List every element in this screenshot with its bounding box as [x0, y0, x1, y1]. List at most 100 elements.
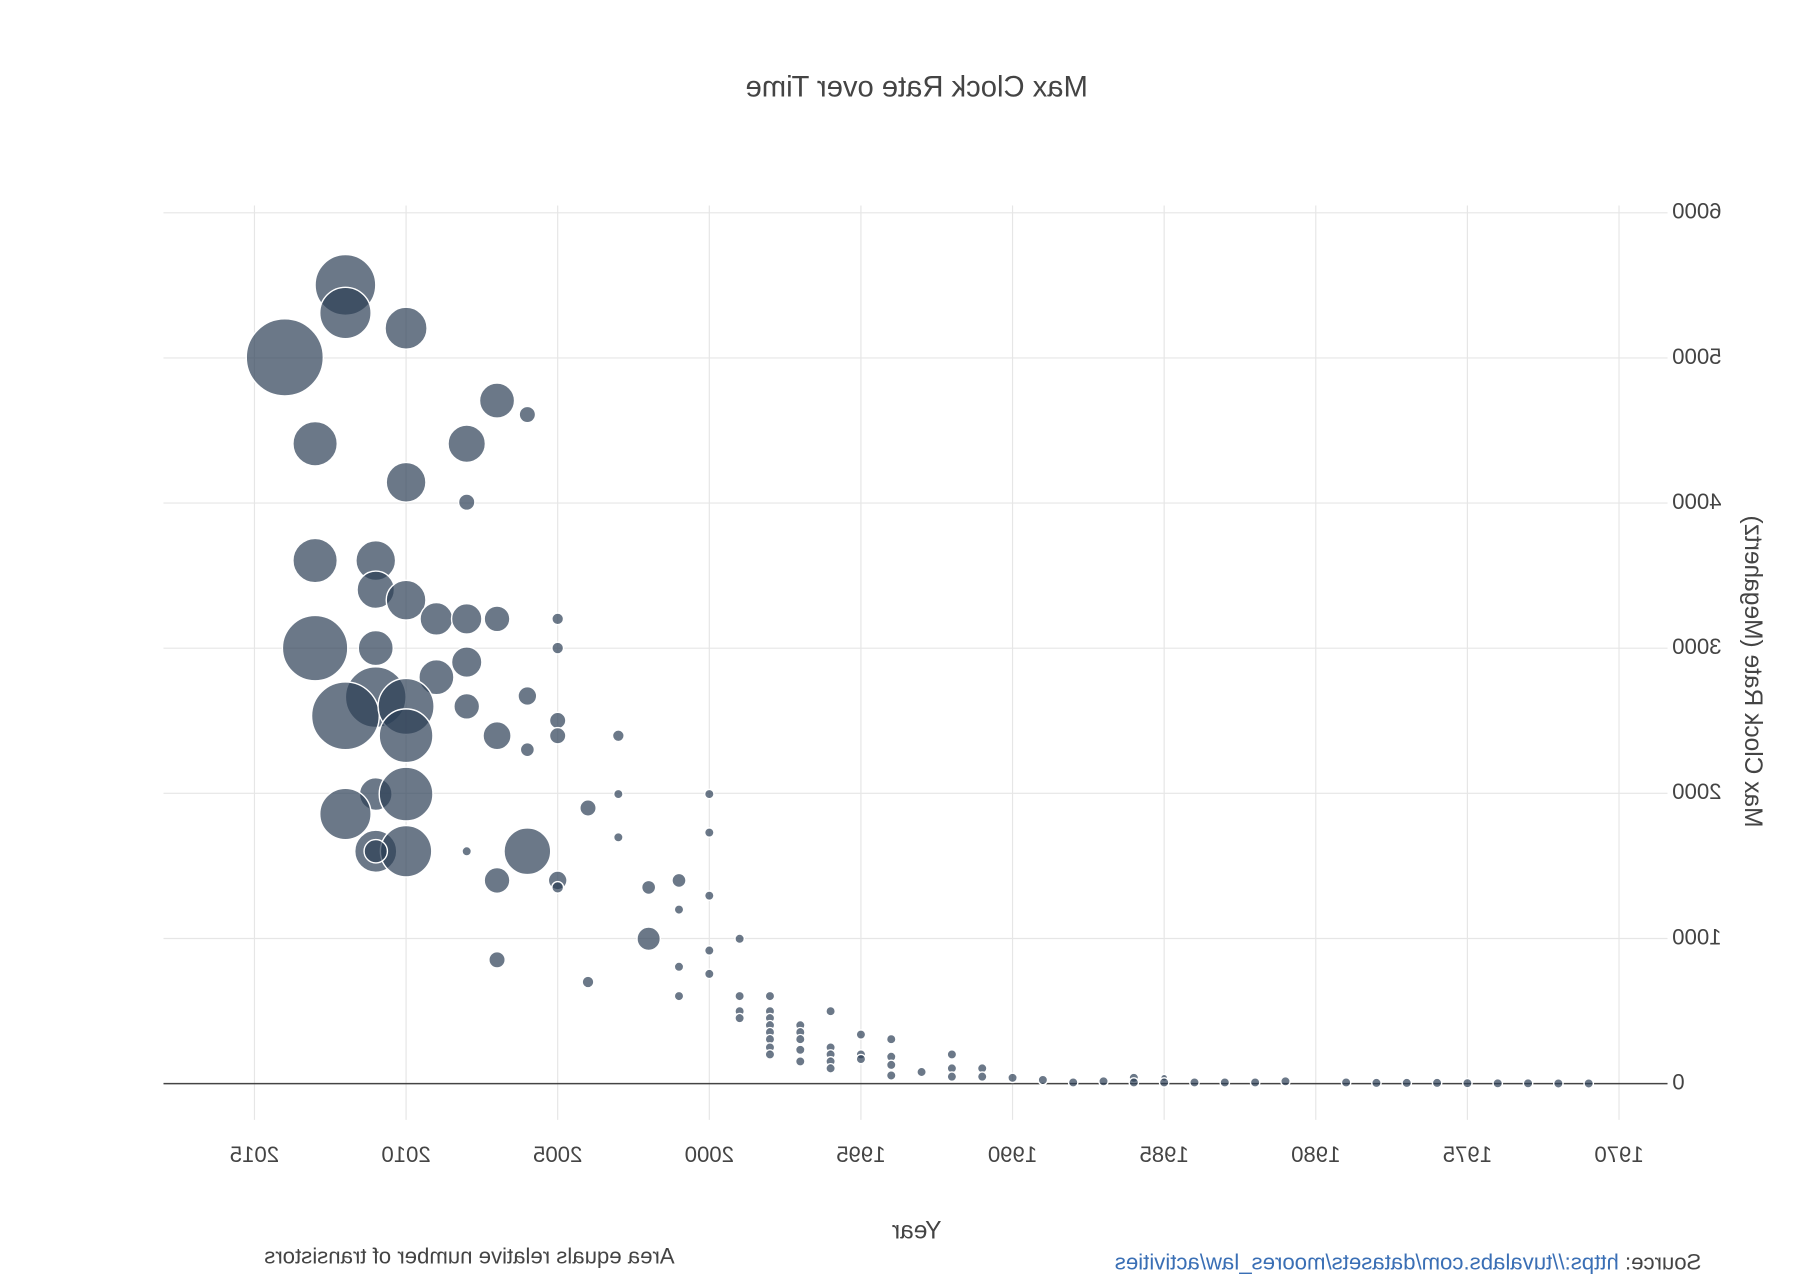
bubble	[457, 493, 476, 512]
chart-title: Max Clock Rate over Time	[746, 71, 1088, 103]
bubble	[1401, 1077, 1413, 1089]
bubble	[794, 1033, 806, 1045]
x-tick-label: 2015	[230, 1142, 279, 1167]
x-tick-label: 1975	[1443, 1142, 1492, 1167]
bubble	[488, 950, 506, 969]
bubble	[1158, 1077, 1170, 1088]
bubble	[419, 601, 454, 636]
bubble	[855, 1053, 867, 1065]
bubble	[946, 1071, 958, 1083]
x-tick-label: 1980	[1291, 1142, 1340, 1167]
y-tick-label: 3000	[1672, 634, 1721, 659]
x-tick-label: 1995	[836, 1142, 885, 1167]
bubble	[281, 614, 349, 682]
bubble	[447, 424, 487, 464]
marks	[245, 253, 1595, 1089]
x-tick-label: 2000	[685, 1142, 734, 1167]
source-label: Source:	[1625, 1249, 1701, 1274]
grid	[163, 205, 1668, 1120]
bubble	[671, 872, 687, 889]
bubble	[517, 685, 538, 707]
bubble	[385, 579, 427, 621]
bubble	[1492, 1077, 1504, 1089]
bubble	[418, 659, 455, 696]
y-tick-label: 1000	[1672, 924, 1721, 949]
bubble	[363, 838, 389, 864]
bubble	[292, 420, 338, 467]
bubble	[1067, 1077, 1079, 1088]
bubble	[579, 799, 597, 817]
bubble	[245, 318, 325, 397]
bubble	[1280, 1075, 1291, 1087]
bubble	[764, 990, 776, 1002]
bubble	[319, 787, 372, 841]
bubble	[734, 933, 746, 945]
bubble	[453, 692, 481, 720]
bubble	[734, 990, 746, 1002]
source-link[interactable]: https://tuvalabs.com/datasets/moores_law…	[1115, 1249, 1619, 1274]
bubble	[673, 961, 685, 973]
bubble	[551, 880, 565, 894]
bubble	[384, 306, 428, 350]
bubble	[478, 382, 516, 419]
annotation: Area equals relative number of transisto…	[264, 1244, 674, 1269]
bubble	[703, 827, 715, 838]
bubble	[1219, 1077, 1231, 1088]
bubble	[885, 1059, 897, 1071]
bubble	[1249, 1077, 1261, 1088]
bubble	[450, 603, 483, 635]
bubble	[518, 405, 537, 424]
bubble	[1371, 1077, 1382, 1089]
bubble	[611, 729, 625, 743]
bubble	[1340, 1077, 1352, 1088]
y-tick-label: 0	[1672, 1069, 1684, 1094]
bubble	[703, 968, 715, 980]
bubble	[855, 1029, 867, 1040]
bubble	[1462, 1077, 1473, 1089]
x-tick-label: 1970	[1594, 1142, 1643, 1167]
bubble	[483, 605, 511, 633]
bubble	[378, 766, 434, 822]
bubble	[916, 1066, 927, 1078]
x-tick-label: 2010	[381, 1142, 430, 1167]
bubble	[673, 904, 685, 915]
bubble	[310, 681, 380, 751]
bubble	[519, 741, 536, 758]
y-axis-label: Max Clock Rate (Megahertz)	[1739, 515, 1766, 827]
bubble	[450, 646, 483, 679]
bubble	[292, 537, 338, 584]
bubble	[461, 845, 473, 857]
bubble	[385, 461, 427, 503]
bubble	[551, 612, 565, 626]
bubble	[581, 975, 595, 989]
bubble	[1007, 1072, 1018, 1084]
x-axis-label: Year	[892, 1217, 942, 1244]
bubble	[1583, 1078, 1595, 1089]
bubble	[764, 1049, 776, 1060]
x-tick-label: 1985	[1139, 1142, 1188, 1167]
bubble	[1098, 1075, 1109, 1087]
bubble	[885, 1033, 897, 1045]
bubble	[1189, 1077, 1200, 1088]
bubble	[885, 1070, 897, 1081]
bubble	[1037, 1074, 1049, 1086]
bubble	[612, 831, 624, 843]
x-tick-label: 2005	[533, 1142, 582, 1167]
bubble	[825, 1005, 836, 1017]
bubble	[794, 1056, 806, 1067]
bubble	[551, 641, 565, 655]
source: Source: https://tuvalabs.com/datasets/mo…	[1115, 1249, 1702, 1274]
bubble	[482, 721, 512, 751]
bubble	[794, 1044, 806, 1056]
bubble	[548, 726, 567, 745]
bubble	[1431, 1077, 1443, 1089]
bubble	[734, 1012, 746, 1024]
y-tick-label: 6000	[1672, 199, 1721, 224]
bubble	[378, 708, 434, 764]
bubble	[503, 827, 552, 876]
bubble	[612, 788, 624, 800]
bubble	[357, 629, 394, 667]
bubble	[703, 945, 715, 956]
